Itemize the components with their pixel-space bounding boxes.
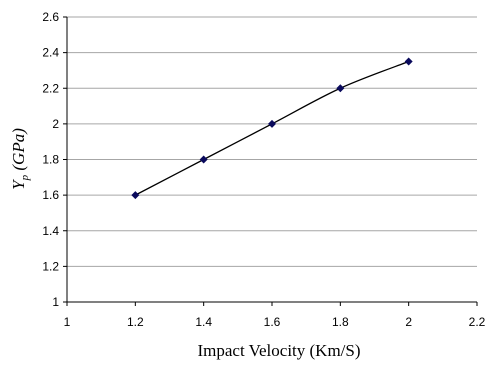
x-tick-label: 1.2 [127, 315, 144, 329]
data-point-marker [131, 191, 140, 200]
x-tick-label: 2.2 [469, 315, 485, 329]
data-point-marker [199, 155, 208, 164]
x-tick-label: 2 [405, 315, 412, 329]
y-tick-label: 2.6 [42, 10, 59, 24]
x-tick-label: 1.8 [332, 315, 349, 329]
y-axis-title-symbol: Y [9, 179, 28, 190]
y-axis-title-subscript: p [19, 174, 31, 181]
x-tick-label: 1.4 [195, 315, 212, 329]
data-points [131, 57, 413, 200]
data-point-marker [404, 57, 413, 66]
y-tick-label: 2.2 [42, 81, 59, 95]
x-tick-label: 1.6 [264, 315, 281, 329]
y-tick-label: 1.2 [42, 259, 59, 273]
y-axis-title-unit: (GPa) [9, 128, 28, 175]
y-tick-label: 2.4 [42, 46, 59, 60]
y-tick-label: 1 [52, 295, 59, 309]
y-tick-label: 1.8 [42, 153, 59, 167]
axes [63, 16, 478, 306]
data-point-marker [268, 119, 276, 128]
y-axis-title: Yp (GPa) [9, 128, 31, 190]
y-tick-label: 2 [52, 117, 59, 131]
data-point-marker [336, 84, 345, 93]
grid-lines [67, 16, 477, 267]
y-tick-label: 1.6 [42, 188, 59, 202]
tick-labels: 1 1.2 1.4 1.6 1.8 2 2.2 2.4 2.6 1 1.2 1.4 1.6 1.8 2 2.2 [42, 10, 485, 329]
x-tick-label: 1 [64, 315, 71, 329]
x-axis-title: Impact Velocity (Km/S) [197, 341, 360, 360]
y-tick-label: 1.4 [42, 224, 59, 238]
trend-line [135, 60, 409, 196]
